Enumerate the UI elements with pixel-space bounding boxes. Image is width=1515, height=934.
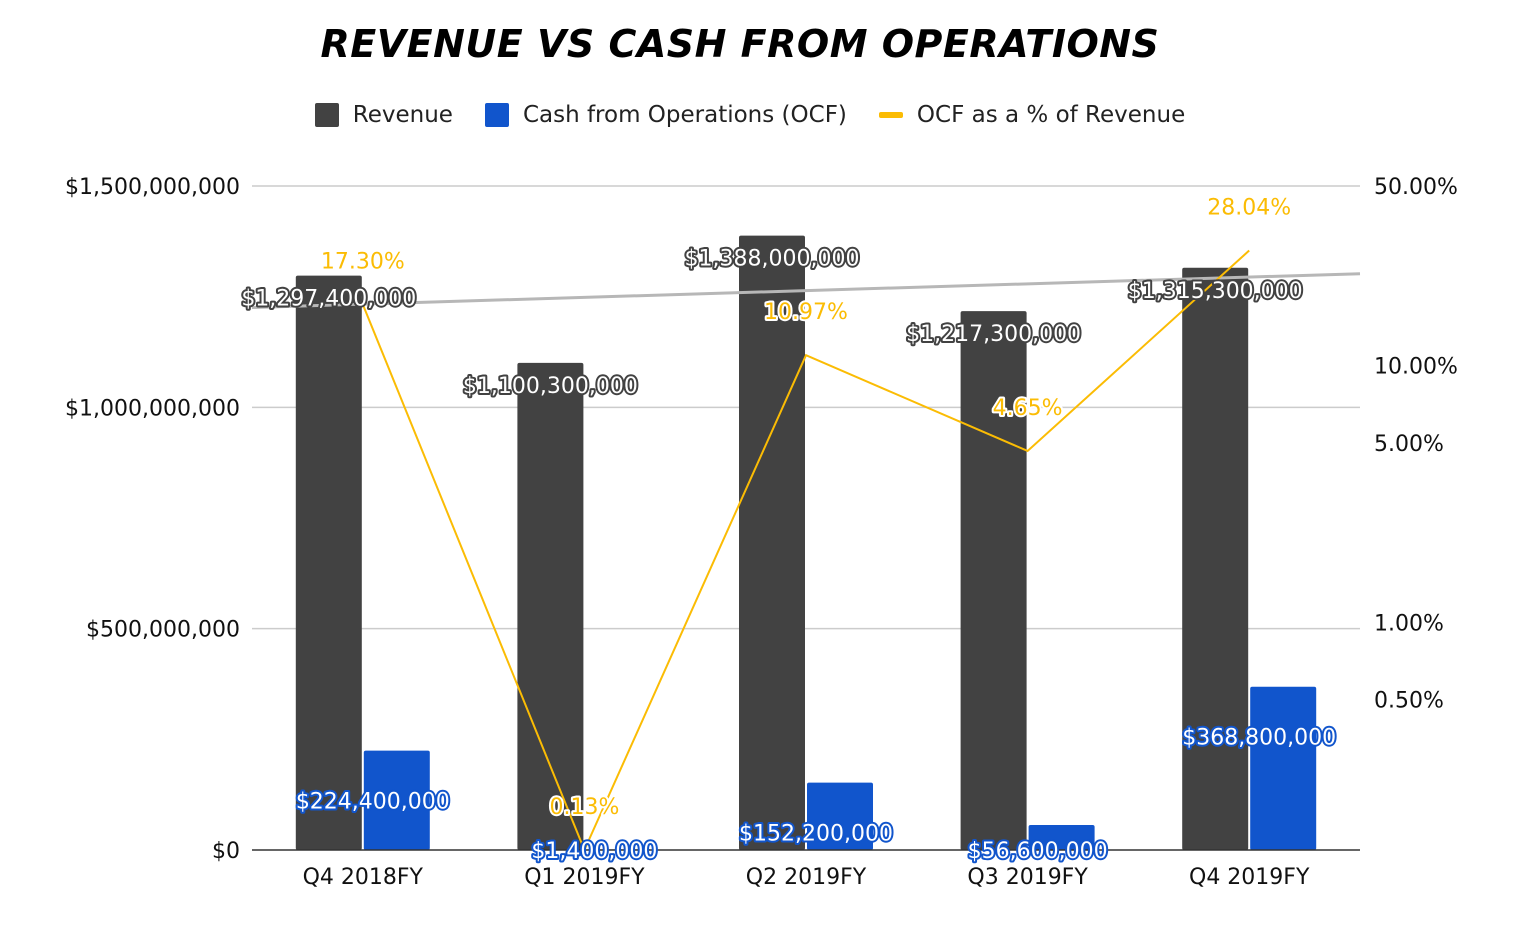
chart-legend: Revenue Cash from Operations (OCF) OCF a… — [0, 102, 1500, 128]
legend-swatch-revenue — [314, 103, 339, 127]
data-label-revenue-1: $1,100,300,000 — [463, 374, 638, 399]
bar-revenue-2 — [739, 235, 805, 850]
y-right-tick-label-0: 50.00% — [1374, 175, 1458, 200]
x-tick-label-3: Q3 2019FY — [967, 865, 1088, 890]
bar-revenue-4 — [1182, 267, 1249, 851]
x-tick-label-2: Q2 2019FY — [746, 865, 867, 890]
legend-swatch-ocf — [484, 103, 509, 127]
data-label-ocf-pct-4: 28.04% — [1207, 196, 1291, 221]
legend-item-revenue: Revenue — [314, 102, 453, 128]
bar-revenue-3 — [960, 311, 1027, 851]
chart-title: REVENUE VS CASH FROM OPERATIONS — [320, 22, 1160, 66]
data-label-ocf-0: $224,400,000 — [296, 790, 450, 815]
data-label-ocf-3: $56,600,000 — [968, 839, 1108, 864]
bar-ocf-3 — [1028, 824, 1095, 850]
data-label-ocf-2: $152,200,000 — [739, 822, 893, 847]
y-right-tick-label-3: 1.00% — [1374, 611, 1444, 636]
bar-ocf-2 — [807, 782, 873, 850]
data-label-revenue-0: $1,297,400,000 — [241, 287, 416, 312]
y-left-tick-label-0: $0 — [212, 839, 240, 864]
legend-item-ocf-pct: OCF as a % of Revenue — [878, 102, 1186, 128]
y-right-tick-label-1: 10.00% — [1374, 355, 1458, 380]
x-tick-label-4: Q4 2019FY — [1189, 865, 1310, 890]
data-label-revenue-3: $1,217,300,000 — [906, 322, 1081, 347]
legend-label-revenue: Revenue — [352, 102, 453, 128]
data-label-ocf-4: $368,800,000 — [1182, 726, 1336, 751]
data-label-ocf-1: $1,400,000 — [531, 839, 657, 864]
data-label-ocf-pct-0: 17.30% — [321, 249, 405, 274]
y-right-tick-label-2: 5.00% — [1374, 432, 1444, 457]
legend-label-ocf-pct: OCF as a % of Revenue — [916, 102, 1186, 128]
bar-ocf-4 — [1250, 686, 1317, 850]
data-label-ocf-pct-2: 10.97% — [764, 300, 848, 325]
trendline-revenue — [251, 272, 1361, 310]
legend-item-ocf: Cash from Operations (OCF) — [484, 102, 847, 128]
data-label-revenue-4: $1,315,300,000 — [1128, 279, 1303, 304]
y-right-tick-label-4: 0.50% — [1374, 689, 1444, 714]
x-tick-label-1: Q1 2019FY — [524, 865, 645, 890]
data-label-ocf-pct-1: 0.13% — [549, 795, 619, 820]
y-left-tick-label-1: $500,000,000 — [86, 618, 240, 643]
line-ocf-pct — [361, 249, 1250, 853]
legend-label-ocf: Cash from Operations (OCF) — [522, 102, 847, 128]
x-tick-label-0: Q4 2018FY — [303, 865, 424, 890]
data-label-revenue-2: $1,388,000,000 — [685, 247, 860, 272]
data-label-ocf-pct-3: 4.65% — [993, 396, 1063, 421]
bar-revenue-0 — [295, 275, 362, 850]
bar-revenue-1 — [517, 362, 584, 850]
legend-swatch-ocf-pct — [878, 112, 903, 118]
y-left-tick-label-3: $1,500,000,000 — [65, 175, 240, 200]
y-left-tick-label-2: $1,000,000,000 — [65, 396, 240, 421]
bar-ocf-0 — [363, 750, 430, 850]
